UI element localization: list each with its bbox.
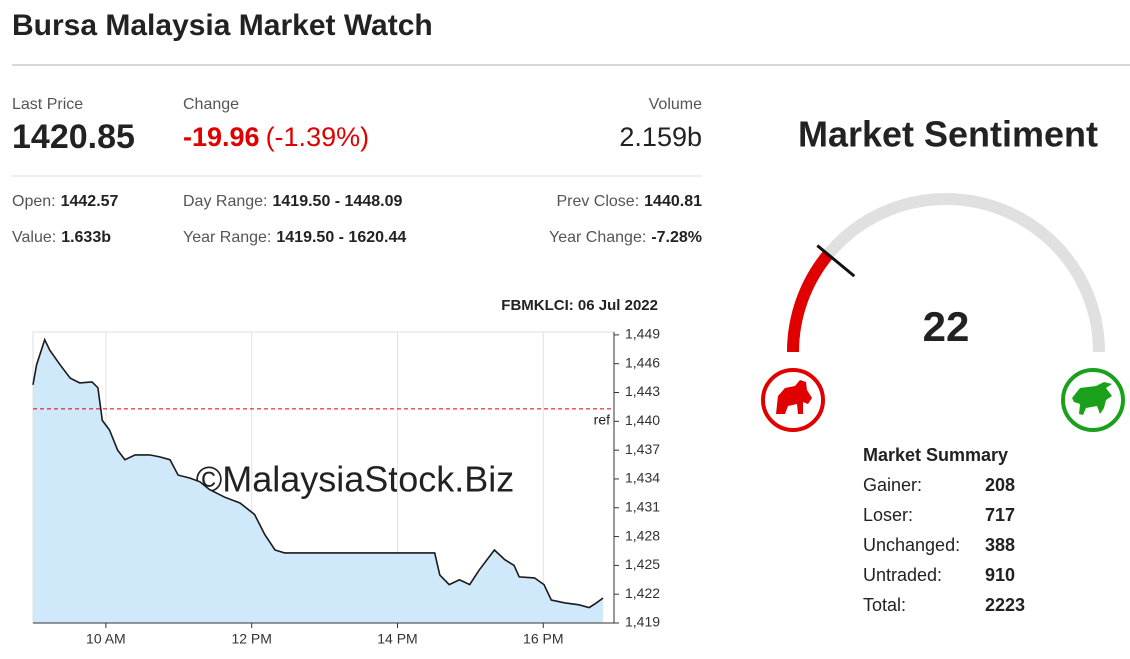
label: Last Price — [12, 96, 83, 113]
chart-title: FBMKLCI: 06 Jul 2022 — [501, 297, 658, 314]
summary-value: 910 — [985, 565, 1015, 585]
detail: Year Change: -7.28% — [549, 229, 702, 246]
detail-label: Year Range: — [183, 229, 271, 246]
detail-value: 1.633b — [61, 229, 111, 246]
gauge-value — [787, 250, 833, 353]
y-tick-label: 1,440 — [625, 412, 660, 428]
y-tick-label: 1,449 — [625, 326, 660, 342]
y-tick-label: 1,431 — [625, 498, 660, 514]
y-tick-label: 1,443 — [625, 383, 660, 399]
y-tick-label: 1,428 — [625, 527, 660, 543]
ref-label: ref — [594, 412, 610, 428]
detail-value: 1442.57 — [61, 193, 119, 210]
area — [33, 339, 604, 623]
detail-value: 1419.50 - 1620.44 — [276, 229, 406, 246]
gauge-needle — [816, 244, 856, 278]
detail: Day Range: 1419.50 - 1448.09 — [183, 193, 402, 210]
detail-value: 1440.81 — [644, 193, 702, 210]
bull-icon — [1061, 368, 1125, 432]
detail-value: 1419.50 - 1448.09 — [273, 193, 403, 210]
summary-title: Market Summary — [863, 445, 1008, 465]
y-tick-label: 1,425 — [625, 556, 660, 572]
last-price: 1420.85 — [12, 118, 135, 156]
summary-label: Gainer: — [863, 475, 922, 495]
price-line — [32, 337, 604, 609]
detail: Open: 1442.57 — [12, 193, 119, 210]
detail-label: Year Change: — [549, 229, 646, 246]
detail: Value: 1.633b — [12, 229, 111, 246]
y-tick-label: 1,419 — [625, 614, 660, 630]
page-title: Bursa Malaysia Market Watch — [12, 9, 433, 42]
summary-label: Loser: — [863, 505, 913, 525]
y-tick-label: 1,437 — [625, 441, 660, 457]
x-tick-label: 10 AM — [86, 631, 126, 647]
label: Change — [183, 96, 239, 113]
x-tick-label: 16 PM — [523, 631, 563, 647]
watermark: ©MalaysiaStock.Biz — [196, 459, 515, 500]
volume: 2.159b — [619, 122, 702, 152]
bear-icon — [761, 368, 825, 432]
label: Volume — [649, 96, 702, 113]
summary-label: Untraded: — [863, 565, 942, 585]
gauge-value-label: 22 — [923, 303, 970, 350]
change-value: -19.96 — [183, 122, 260, 152]
summary-value: 208 — [985, 475, 1015, 495]
change: -19.96 (-1.39%) — [183, 122, 369, 152]
summary-value: 388 — [985, 535, 1015, 555]
x-tick-label: 12 PM — [231, 631, 271, 647]
sentiment-title: Market Sentiment — [798, 114, 1098, 155]
detail-label: Prev Close: — [556, 193, 639, 210]
x-tick-label: 14 PM — [377, 631, 417, 647]
summary-label: Total: — [863, 595, 906, 615]
detail-value: -7.28% — [651, 229, 702, 246]
y-tick-label: 1,434 — [625, 470, 660, 486]
detail: Year Range: 1419.50 - 1620.44 — [183, 229, 406, 246]
detail-label: Value: — [12, 229, 56, 246]
y-tick-label: 1,422 — [625, 585, 660, 601]
summary-label: Unchanged: — [863, 535, 960, 555]
detail-label: Open: — [12, 193, 56, 210]
detail: Prev Close: 1440.81 — [556, 193, 702, 210]
y-tick-label: 1,446 — [625, 354, 660, 370]
detail-label: Day Range: — [183, 193, 268, 210]
summary-value: 717 — [985, 505, 1015, 525]
change-percent: (-1.39%) — [266, 122, 370, 152]
summary-value: 2223 — [985, 595, 1025, 615]
